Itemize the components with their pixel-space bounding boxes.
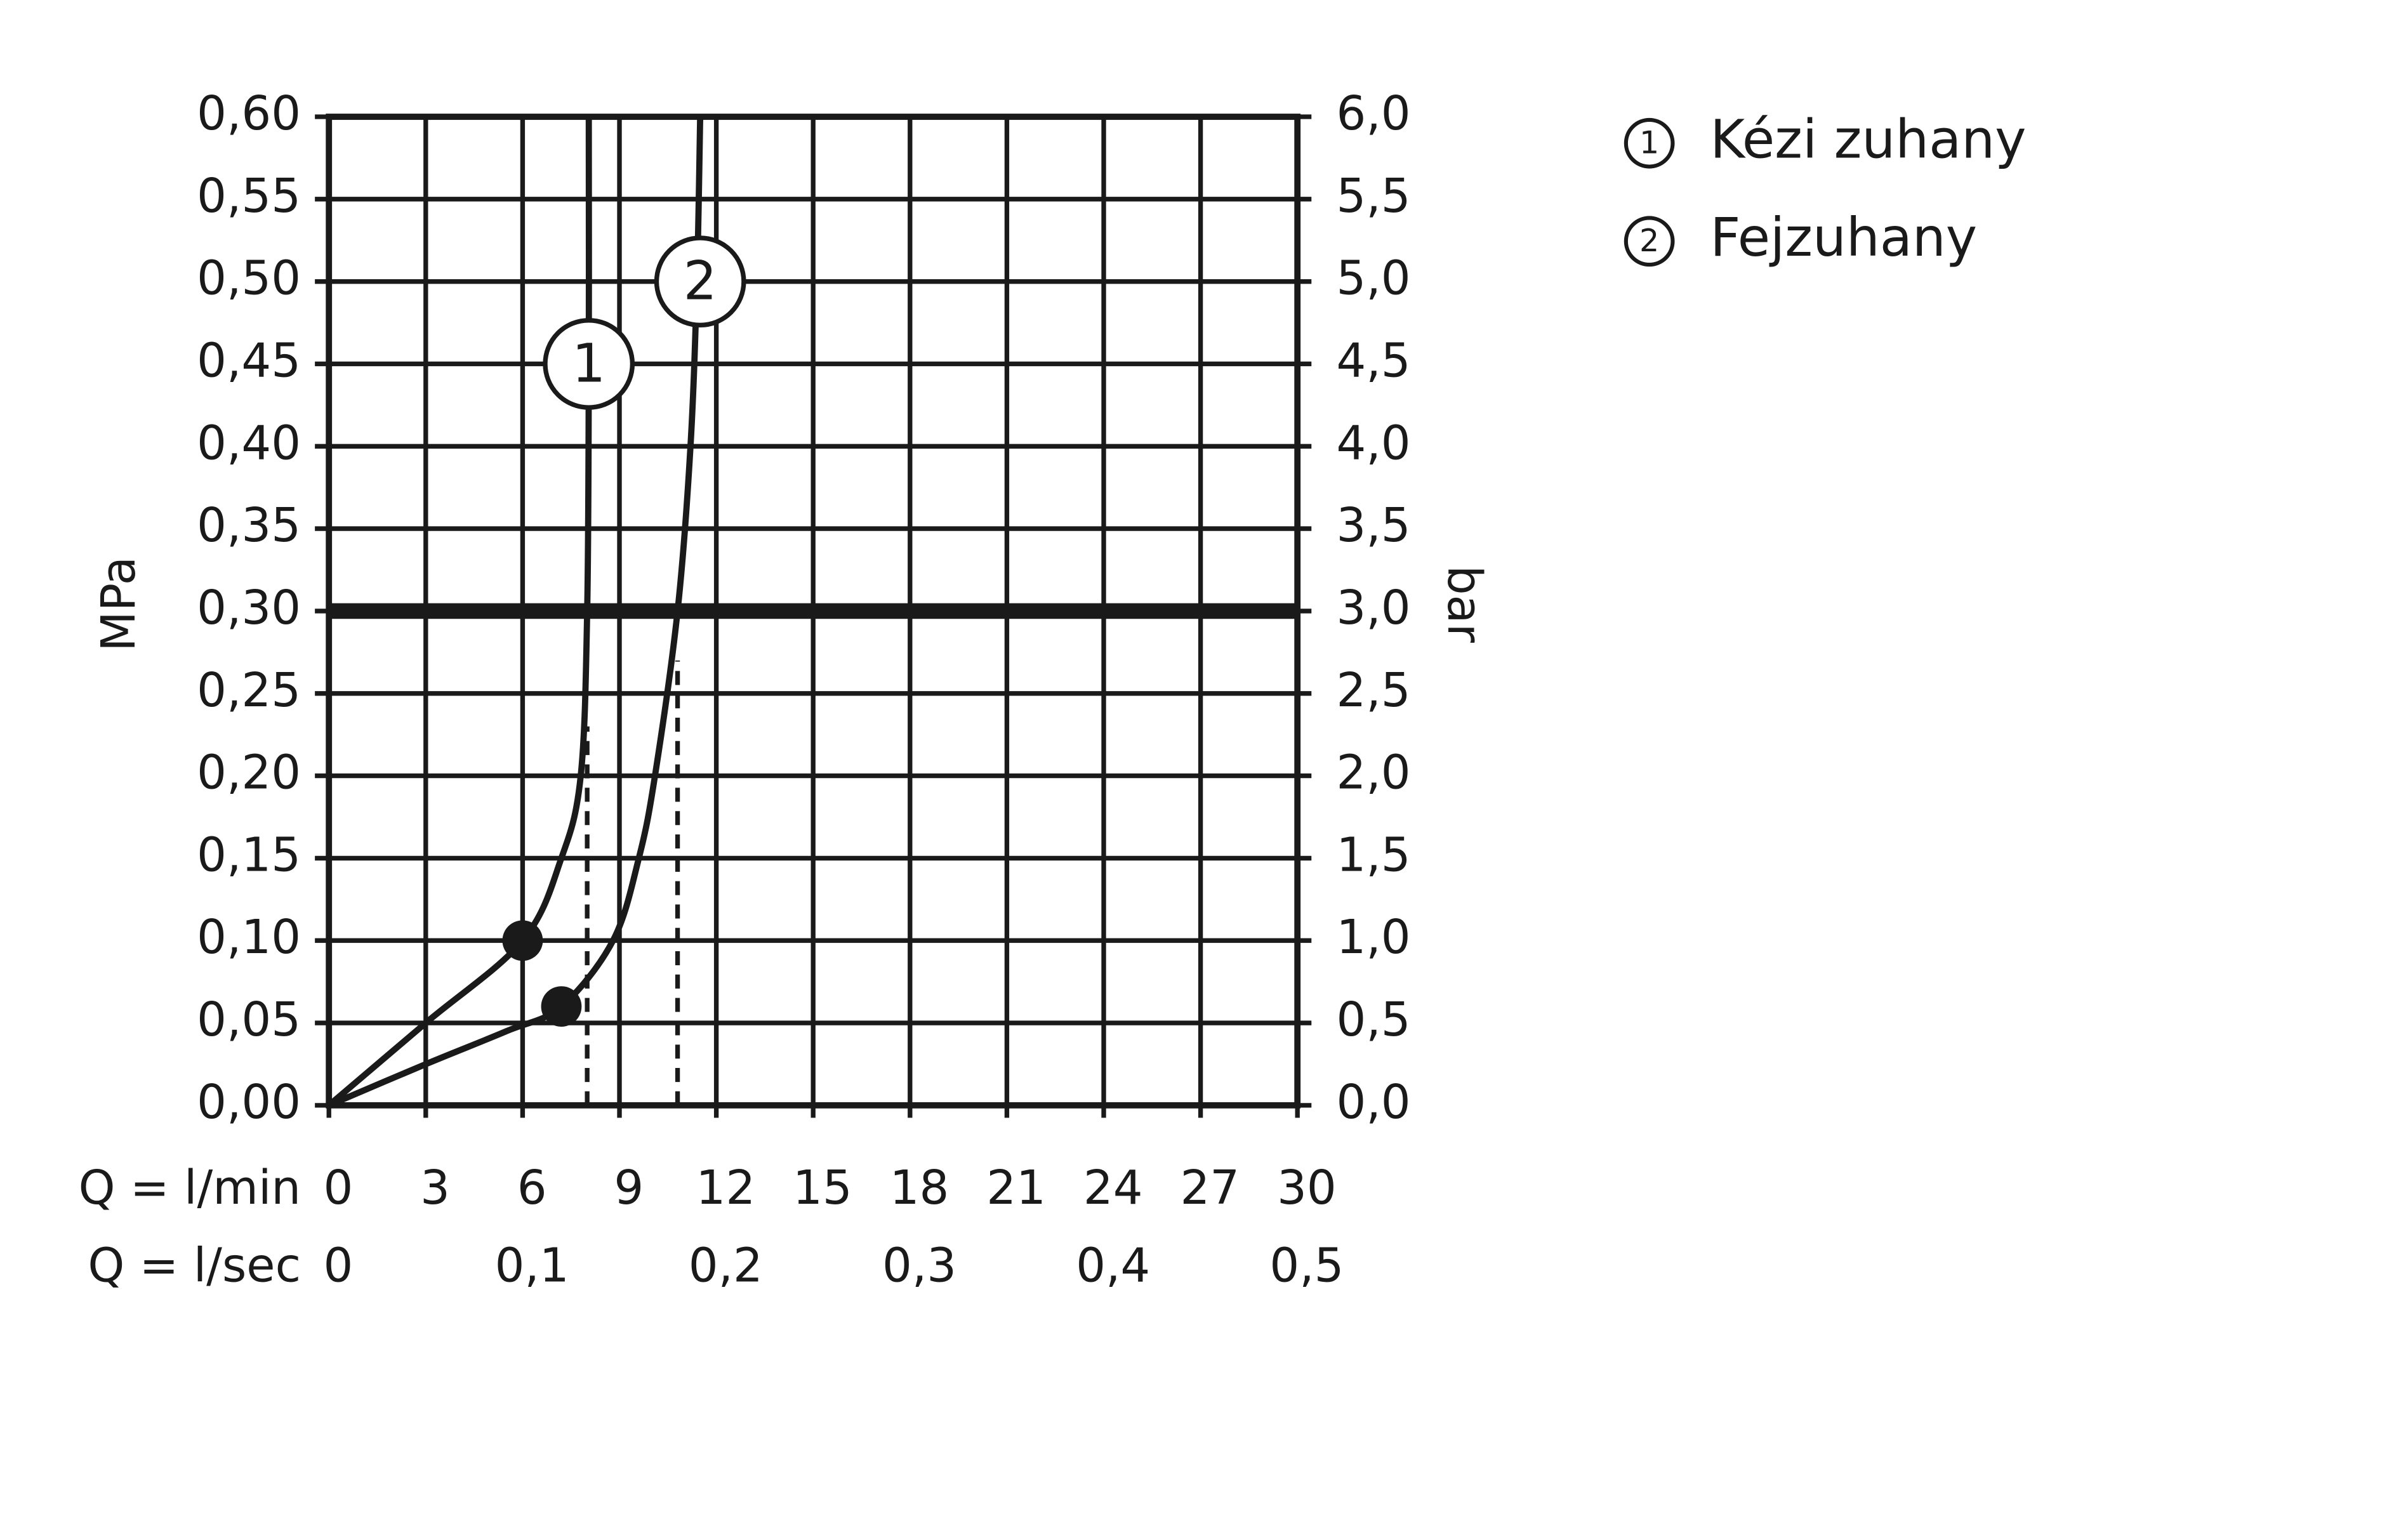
y-tick-label: 0,25 <box>197 664 301 718</box>
x-tick-label: 27 <box>1180 1161 1240 1215</box>
x2-tick-label: 0,1 <box>495 1239 569 1293</box>
y2-tick-label: 0,0 <box>1337 1076 1411 1130</box>
y-tick-label: 0,50 <box>197 252 301 306</box>
flow-curve <box>327 116 704 1109</box>
x-tick-label: 12 <box>696 1161 756 1215</box>
x-tick-label: 3 <box>420 1161 450 1215</box>
y2-tick-label: 1,5 <box>1337 828 1411 882</box>
x2-tick-label: 0 <box>324 1239 354 1293</box>
x-axis-label: Q = l/min <box>79 1161 301 1215</box>
y-axis-label: MPa <box>92 557 146 652</box>
x-tick-label: 24 <box>1083 1161 1143 1215</box>
y2-tick-label: 3,5 <box>1337 499 1411 553</box>
curve-label: 1 <box>572 333 605 394</box>
min-pressure-dot <box>541 986 582 1027</box>
legend-circle <box>1624 117 1675 169</box>
legend-circle <box>1624 216 1675 267</box>
legend-number: 2 <box>1639 222 1659 259</box>
y2-axis-label: bar <box>1437 565 1491 643</box>
y-tick-label: 0,45 <box>197 334 301 388</box>
y2-tick-label: 2,0 <box>1337 746 1411 800</box>
y2-tick-label: 5,5 <box>1337 169 1411 223</box>
x2-tick-label: 0,5 <box>1269 1239 1344 1293</box>
y-tick-label: 0,05 <box>197 993 301 1047</box>
y-tick-label: 0,60 <box>197 87 301 141</box>
y2-tick-label: 1,0 <box>1337 911 1411 965</box>
y-tick-label: 0,15 <box>197 828 301 882</box>
x-tick-label: 0 <box>324 1161 354 1215</box>
y-tick-label: 0,20 <box>197 746 301 800</box>
y2-tick-label: 2,5 <box>1337 664 1411 718</box>
y-tick-label: 0,00 <box>197 1076 301 1130</box>
x-tick-label: 30 <box>1277 1161 1337 1215</box>
y-tick-label: 0,55 <box>197 169 301 223</box>
x-tick-label: 15 <box>793 1161 852 1215</box>
x2-tick-label: 0,3 <box>882 1239 956 1293</box>
y2-tick-label: 6,0 <box>1337 87 1411 141</box>
curve-label-circle <box>654 235 746 328</box>
x2-axis-label: Q = l/sec <box>88 1239 301 1293</box>
y-tick-label: 0,10 <box>197 911 301 965</box>
y2-tick-label: 4,5 <box>1337 334 1411 388</box>
y2-tick-label: 3,0 <box>1337 581 1411 635</box>
x-tick-label: 6 <box>517 1161 547 1215</box>
legend-label: Fejzuhany <box>1710 207 1977 268</box>
y2-tick-label: 4,0 <box>1337 416 1411 470</box>
curve-label-circle <box>543 318 635 410</box>
y-tick-label: 0,35 <box>197 499 301 553</box>
y-tick-label: 0,30 <box>197 581 301 635</box>
y2-tick-label: 0,5 <box>1337 993 1411 1047</box>
y-tick-label: 0,40 <box>197 416 301 470</box>
x-tick-label: 18 <box>890 1161 949 1215</box>
x2-tick-label: 0,4 <box>1076 1239 1150 1293</box>
x2-tick-label: 0,2 <box>689 1239 763 1293</box>
min-pressure-dot <box>502 920 543 961</box>
y2-tick-label: 5,0 <box>1337 252 1411 306</box>
legend-number: 1 <box>1639 124 1659 161</box>
x-tick-label: 21 <box>986 1161 1046 1215</box>
curve-label: 2 <box>684 250 717 312</box>
x-tick-label: 9 <box>614 1161 644 1215</box>
legend-label: Kézi zuhany <box>1710 109 2026 171</box>
